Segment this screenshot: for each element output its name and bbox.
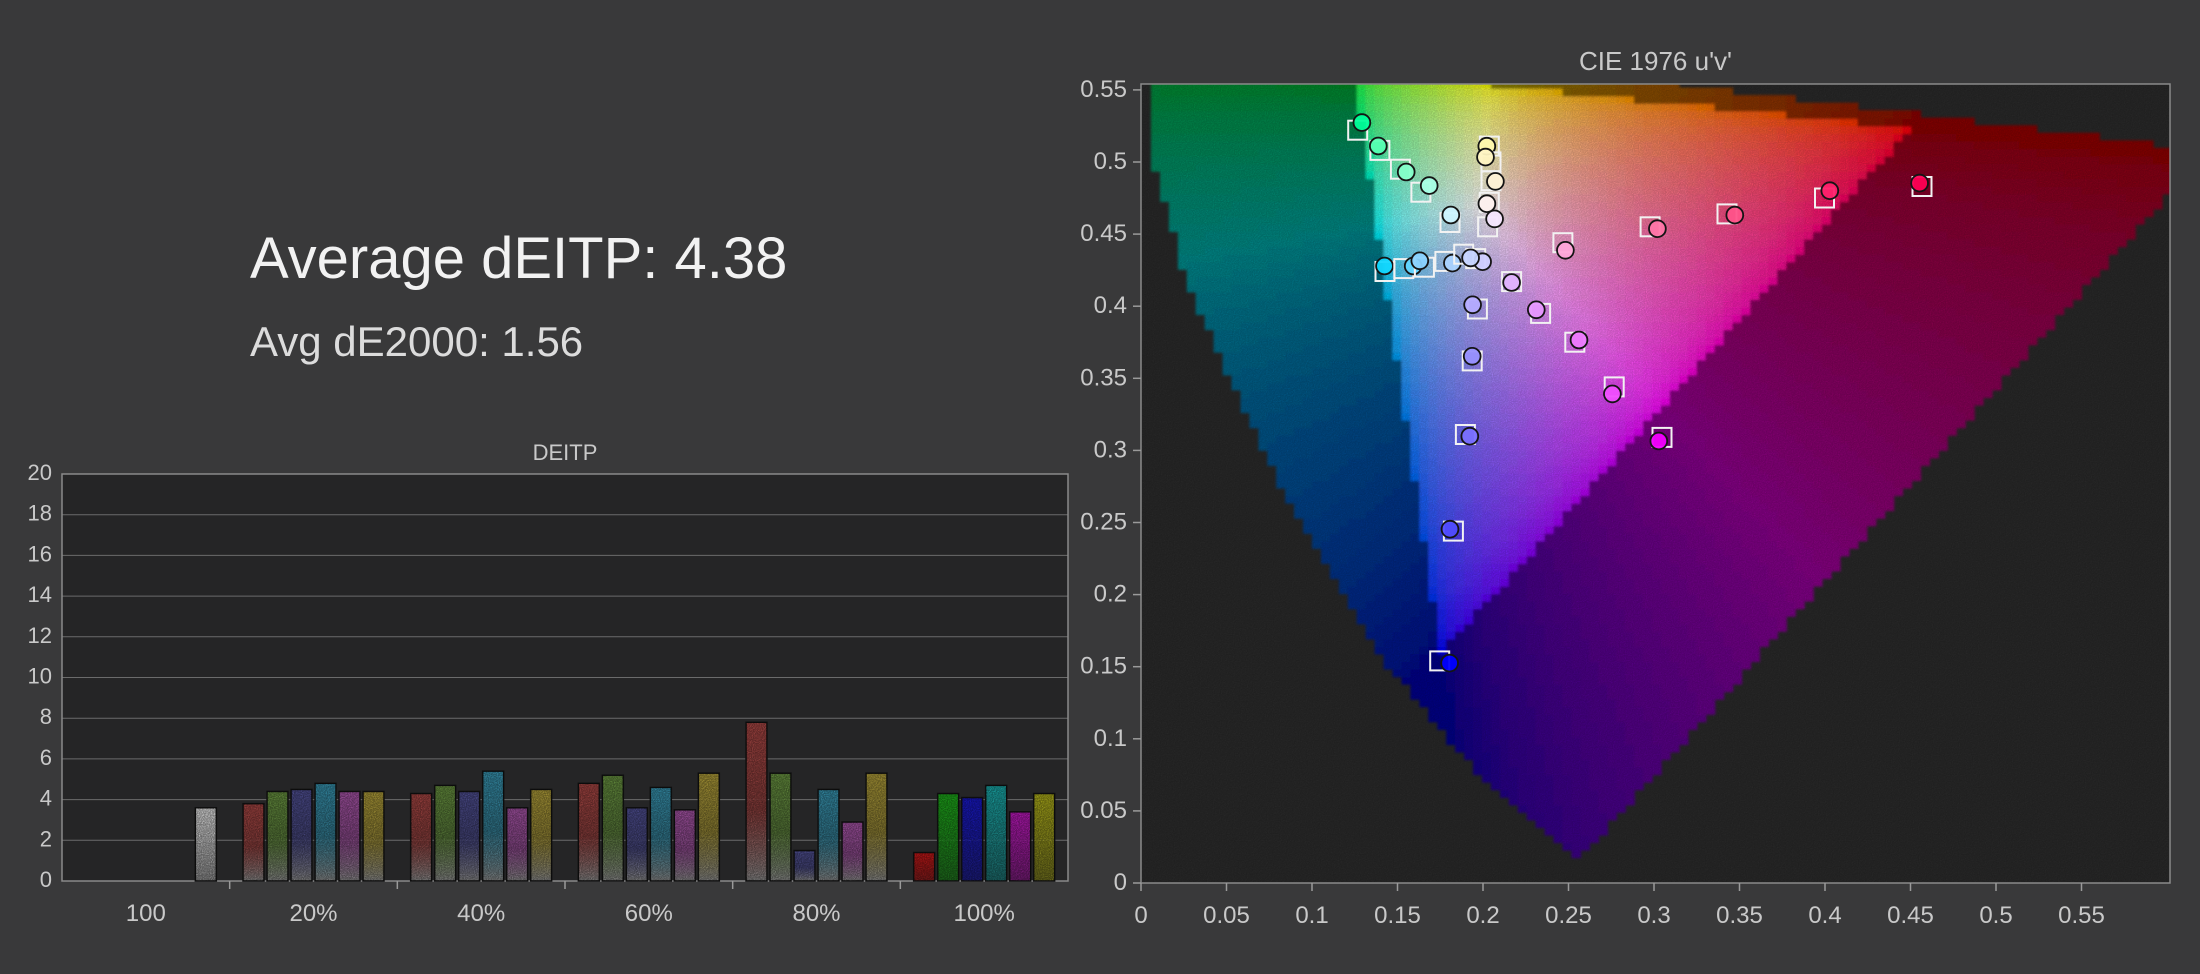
svg-text:0.25: 0.25 — [1080, 509, 1127, 536]
svg-text:0.35: 0.35 — [1080, 364, 1127, 391]
svg-text:0: 0 — [40, 867, 52, 892]
svg-text:2: 2 — [40, 826, 52, 851]
svg-text:0.1: 0.1 — [1295, 902, 1328, 929]
svg-text:60%: 60% — [625, 900, 673, 927]
svg-text:0.4: 0.4 — [1094, 292, 1127, 319]
svg-text:12: 12 — [28, 623, 52, 648]
svg-text:4: 4 — [40, 786, 52, 811]
svg-text:100%: 100% — [953, 900, 1014, 927]
svg-text:CIE 1976 u'v': CIE 1976 u'v' — [1579, 46, 1732, 76]
svg-text:0.3: 0.3 — [1094, 436, 1127, 463]
svg-text:0.15: 0.15 — [1080, 653, 1127, 680]
svg-text:0.4: 0.4 — [1808, 902, 1841, 929]
svg-text:6: 6 — [40, 745, 52, 770]
svg-text:80%: 80% — [792, 900, 840, 927]
svg-text:0: 0 — [1134, 902, 1147, 929]
svg-text:0.3: 0.3 — [1637, 902, 1670, 929]
svg-text:0.45: 0.45 — [1080, 220, 1127, 247]
svg-text:0.05: 0.05 — [1203, 902, 1250, 929]
svg-text:0.25: 0.25 — [1545, 902, 1592, 929]
svg-text:0: 0 — [1114, 869, 1127, 896]
svg-text:16: 16 — [28, 541, 52, 566]
svg-text:DEITP: DEITP — [533, 440, 598, 465]
svg-text:0.2: 0.2 — [1094, 581, 1127, 608]
svg-text:0.55: 0.55 — [1080, 76, 1127, 103]
svg-text:0.55: 0.55 — [2058, 902, 2105, 929]
svg-text:20: 20 — [28, 460, 52, 485]
svg-text:0.2: 0.2 — [1466, 902, 1499, 929]
svg-text:0.1: 0.1 — [1094, 725, 1127, 752]
svg-text:0.5: 0.5 — [1094, 148, 1127, 175]
svg-text:0.45: 0.45 — [1887, 902, 1934, 929]
svg-text:40%: 40% — [457, 900, 505, 927]
svg-text:0.05: 0.05 — [1080, 797, 1127, 824]
svg-text:8: 8 — [40, 704, 52, 729]
svg-text:0.15: 0.15 — [1374, 902, 1421, 929]
svg-text:20%: 20% — [289, 900, 337, 927]
svg-text:100: 100 — [126, 900, 166, 927]
svg-text:18: 18 — [28, 501, 52, 526]
svg-text:0.5: 0.5 — [1979, 902, 2012, 929]
svg-text:14: 14 — [28, 582, 52, 607]
svg-text:0.35: 0.35 — [1716, 902, 1763, 929]
svg-text:10: 10 — [28, 664, 52, 689]
